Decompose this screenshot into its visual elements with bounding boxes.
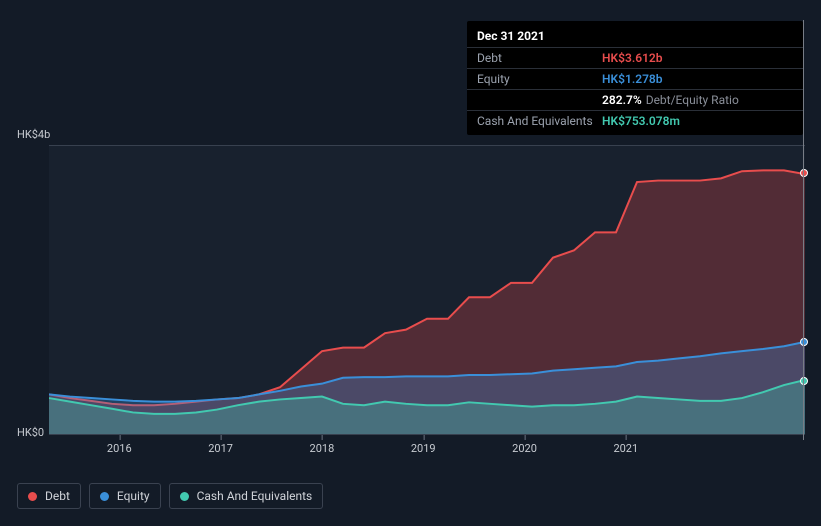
debt-swatch-icon (28, 492, 37, 501)
cash-end-marker (800, 377, 808, 385)
x-axis-tick: 2020 (512, 442, 537, 455)
tooltip-row-value: HK$1.278b (602, 72, 663, 86)
y-axis-tick-top: HK$4b (17, 128, 50, 141)
tooltip-row: 282.7% Debt/Equity Ratio (467, 89, 803, 110)
tooltip-row-label: Equity (477, 72, 602, 86)
debt-end-marker (800, 169, 808, 177)
x-axis-tick: 2021 (613, 442, 638, 455)
tooltip-row-label (477, 93, 602, 107)
tooltip-row-extra: Debt/Equity Ratio (646, 93, 739, 107)
legend-item-label: Cash And Equivalents (197, 489, 313, 503)
legend-item-equity[interactable]: Equity (89, 483, 161, 509)
x-axis: 2016 2017 2018 2019 2020 2021 (49, 442, 805, 462)
tooltip-row-label: Cash And Equivalents (477, 114, 602, 128)
equity-end-marker (800, 338, 808, 346)
crosshair-line (803, 20, 804, 440)
legend-item-label: Equity (117, 489, 150, 503)
legend-item-label: Debt (45, 489, 70, 503)
equity-swatch-icon (100, 492, 109, 501)
tooltip-row: Cash And EquivalentsHK$753.078m (467, 110, 803, 131)
x-axis-tick: 2016 (107, 442, 132, 455)
legend-item-cash[interactable]: Cash And Equivalents (169, 483, 324, 509)
x-axis-tick: 2019 (411, 442, 436, 455)
chart-svg (49, 146, 805, 434)
data-tooltip: Dec 31 2021 DebtHK$3.612bEquityHK$1.278b… (467, 21, 803, 135)
tooltip-row: DebtHK$3.612b (467, 47, 803, 68)
tooltip-date: Dec 31 2021 (467, 25, 803, 47)
plot-area[interactable] (49, 145, 805, 435)
legend-item-debt[interactable]: Debt (17, 483, 81, 509)
tooltip-row: EquityHK$1.278b (467, 68, 803, 89)
tooltip-row-value: 282.7% (602, 93, 642, 107)
chart-legend: Debt Equity Cash And Equivalents (17, 483, 323, 509)
tooltip-row-value: HK$753.078m (602, 114, 680, 128)
x-axis-tick: 2018 (310, 442, 335, 455)
tooltip-row-value: HK$3.612b (602, 51, 663, 65)
y-axis-tick-bottom: HK$0 (17, 426, 44, 439)
x-axis-tick: 2017 (208, 442, 233, 455)
tooltip-row-label: Debt (477, 51, 602, 65)
cash-swatch-icon (180, 492, 189, 501)
